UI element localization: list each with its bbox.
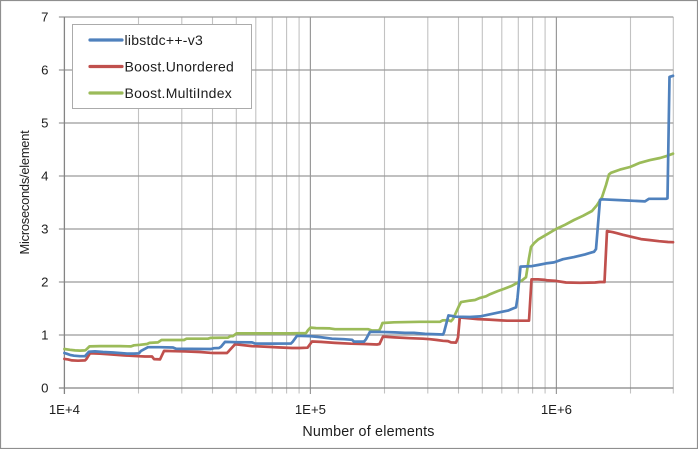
svg-text:libstdc++-v3: libstdc++-v3 xyxy=(125,32,203,48)
svg-text:Boost.MultiIndex: Boost.MultiIndex xyxy=(125,85,233,101)
svg-text:1: 1 xyxy=(41,328,48,343)
svg-text:7: 7 xyxy=(41,10,48,25)
svg-text:1E+4: 1E+4 xyxy=(49,402,80,417)
svg-text:4: 4 xyxy=(41,169,48,184)
svg-text:5: 5 xyxy=(41,116,48,131)
svg-text:0: 0 xyxy=(41,381,48,396)
svg-text:1E+6: 1E+6 xyxy=(541,402,572,417)
svg-text:Boost.Unordered: Boost.Unordered xyxy=(125,58,235,74)
svg-text:2: 2 xyxy=(41,275,48,290)
svg-text:6: 6 xyxy=(41,63,48,78)
svg-text:Microseconds/element: Microseconds/element xyxy=(17,130,32,255)
svg-text:Number of elements: Number of elements xyxy=(302,424,434,440)
svg-text:3: 3 xyxy=(41,222,48,237)
svg-text:1E+5: 1E+5 xyxy=(295,402,326,417)
